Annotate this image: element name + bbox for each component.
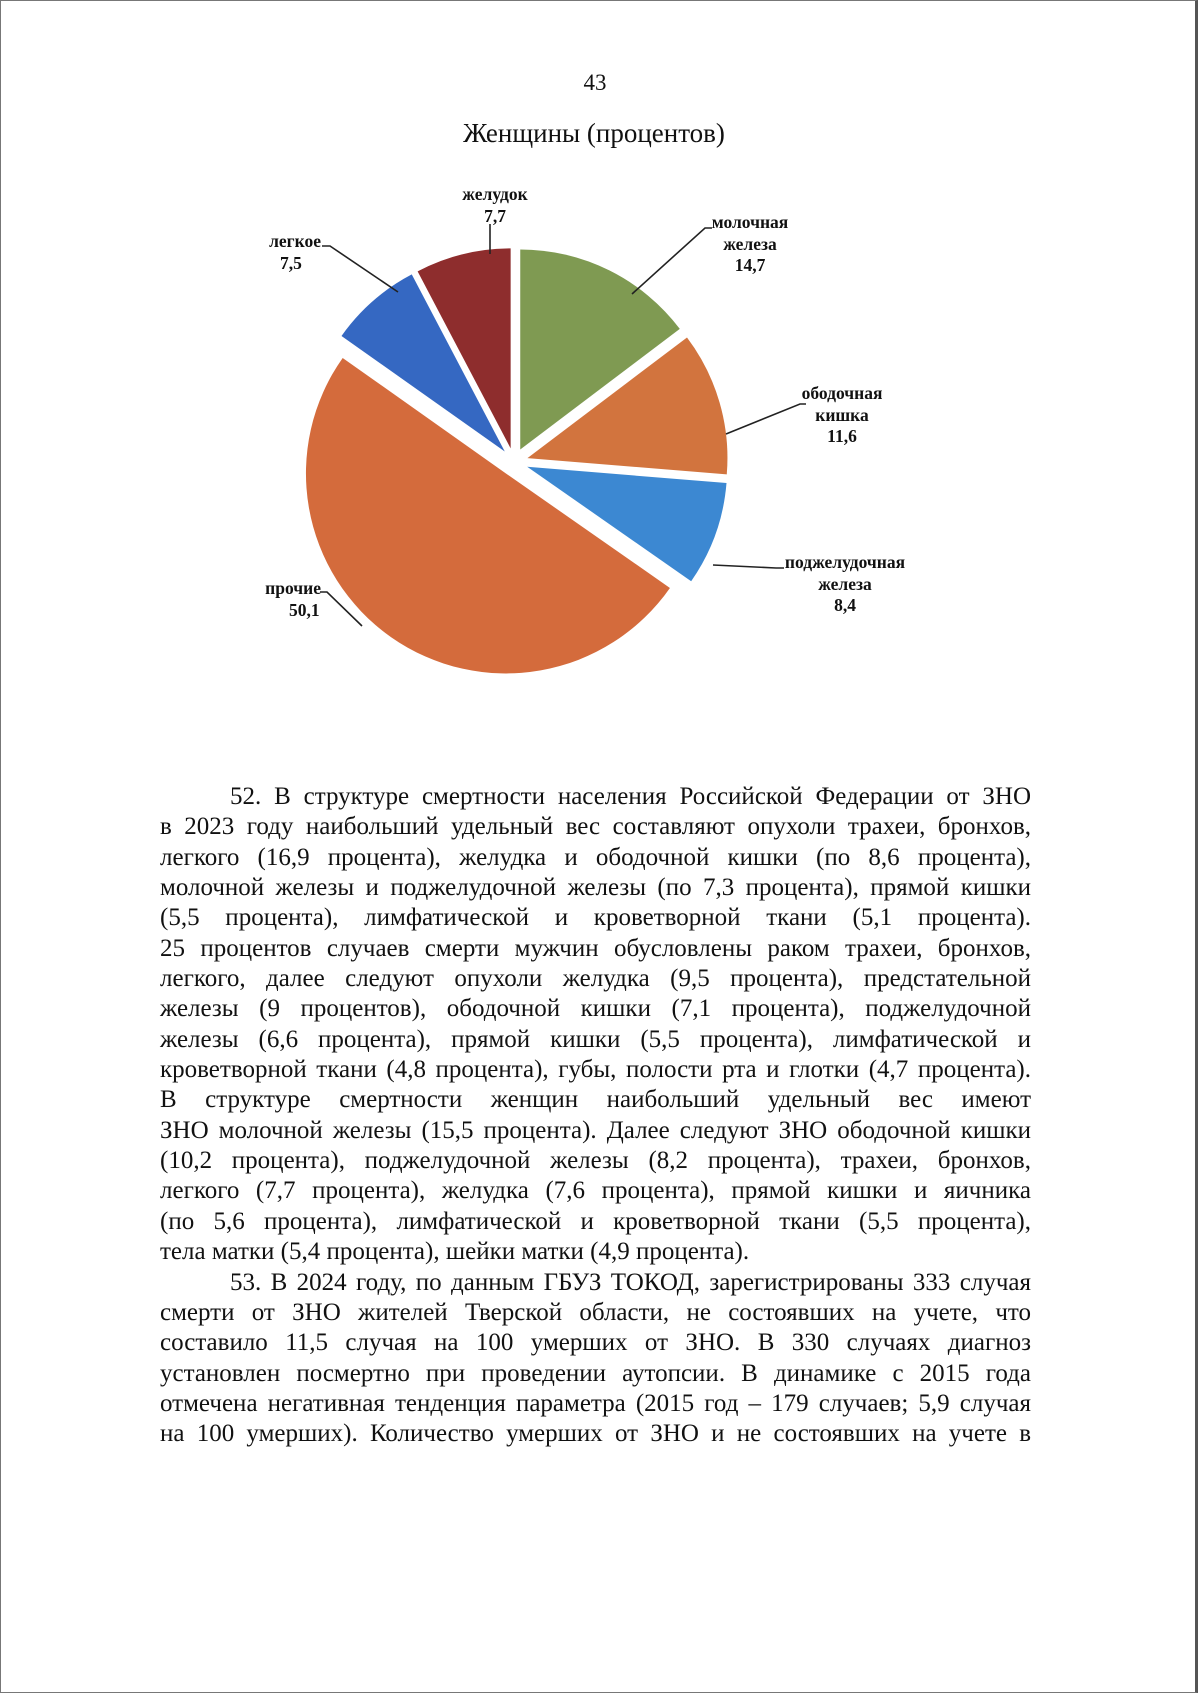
slice-label-prochie: прочие 50,1 (255, 578, 325, 621)
leader-line-podzhel (712, 564, 784, 569)
paragraph-line: смерти от ЗНО жителей Тверской области, … (160, 1298, 1031, 1326)
label-line: прочие (265, 578, 321, 598)
pie-slice-legkoe (341, 274, 505, 452)
paragraph-line: железы (9 процентов), ободочной кишки (7… (160, 995, 1031, 1023)
paragraph-line: легкого (7,7 процента), желудка (7,6 про… (160, 1177, 1031, 1205)
label-line: молочная (711, 212, 789, 232)
slice-label-moloch: молочная железа 14,7 (680, 212, 820, 277)
leader-line-obodoch (725, 403, 806, 435)
label-value: 7,7 (484, 205, 506, 226)
paragraph-line: 52. В структуре смертности населения Рос… (230, 783, 1031, 810)
paragraph-line: (10,2 процента), поджелудочной железы (8… (160, 1147, 1031, 1175)
paragraph-line: молочной железы и поджелудочной железы (… (160, 874, 1031, 902)
label-line: кишка (815, 404, 869, 425)
paragraph-line: легкого, далее следуют опухоли желудка (… (160, 965, 1031, 993)
label-line: легкое (269, 231, 321, 251)
label-value: 50,1 (289, 599, 320, 620)
slice-label-podzhel: поджелудочная железа 8,4 (772, 552, 918, 617)
paragraph-line: на 100 умерших). Количество умерших от З… (160, 1420, 1031, 1448)
slice-label-legkoe: легкое 7,5 (255, 231, 325, 274)
paragraph-line: установлен посмертно при проведении ауто… (160, 1359, 1031, 1387)
leader-line-prochie (320, 591, 363, 627)
paragraph-line: отмечена негативная тенденция параметра … (160, 1389, 1031, 1417)
page-number: 43 (0, 70, 1200, 96)
paragraph-line: 53. В 2024 году, по данным ГБУЗ ТОКОД, з… (230, 1268, 1031, 1296)
paragraph-line: кроветворной ткани (4,8 процента), губы,… (160, 1056, 1031, 1084)
label-value: 7,5 (280, 252, 302, 273)
pie-slice-obodoch (527, 337, 728, 475)
paragraph-line: (5,5 процента), лимфатической и кроветво… (160, 904, 1031, 932)
label-value: 14,7 (734, 255, 766, 275)
pie-chart (305, 224, 806, 674)
body-text: 52. В структуре смертности населения Рос… (160, 782, 1031, 1450)
label-value: 8,4 (834, 595, 856, 615)
paragraph-line: составило 11,5 случая на 100 умерших от … (160, 1329, 1031, 1357)
label-line: ободочная (801, 383, 883, 403)
pie-slice-prochie (305, 357, 670, 674)
pie-slice-podzhel (527, 466, 727, 582)
paragraph-line: железы (6,6 процента), прямой кишки (5,5… (160, 1025, 1031, 1053)
pie-slice-moloch (520, 249, 680, 450)
leader-line-moloch (631, 227, 712, 295)
leader-line-legkoe (322, 245, 399, 293)
label-line: поджелудочная (784, 552, 906, 572)
label-line: железа (723, 233, 777, 254)
pie-slice-zheludok (417, 248, 511, 449)
slice-label-zheludok: желудок 7,7 (440, 184, 550, 227)
paragraph-line: легкого (16,9 процента), желудка и ободо… (160, 843, 1031, 871)
chart-title: Женщины (процентов) (0, 118, 1200, 149)
paragraph-line: 25 процентов случаев смерти мужчин обусл… (160, 934, 1031, 962)
label-line: желудок (462, 184, 528, 204)
label-value: 11,6 (827, 426, 857, 446)
slice-label-obodoch: ободочная кишка 11,6 (772, 383, 912, 448)
paragraph-line: в 2023 году наибольший удельный вес сост… (160, 813, 1031, 841)
page-number-text: 43 (583, 70, 607, 95)
paragraph-line: В структуре смертности женщин наибольший… (160, 1086, 1031, 1114)
paragraph-line: ЗНО молочной железы (15,5 процента). Дал… (160, 1116, 1031, 1144)
label-line: железа (818, 573, 872, 594)
paragraph-line: тела матки (5,4 процента), шейки матки (… (160, 1238, 750, 1266)
chart-title-text: Женщины (процентов) (463, 118, 725, 148)
paragraph-line: (по 5,6 процента), лимфатической и крове… (160, 1207, 1031, 1235)
